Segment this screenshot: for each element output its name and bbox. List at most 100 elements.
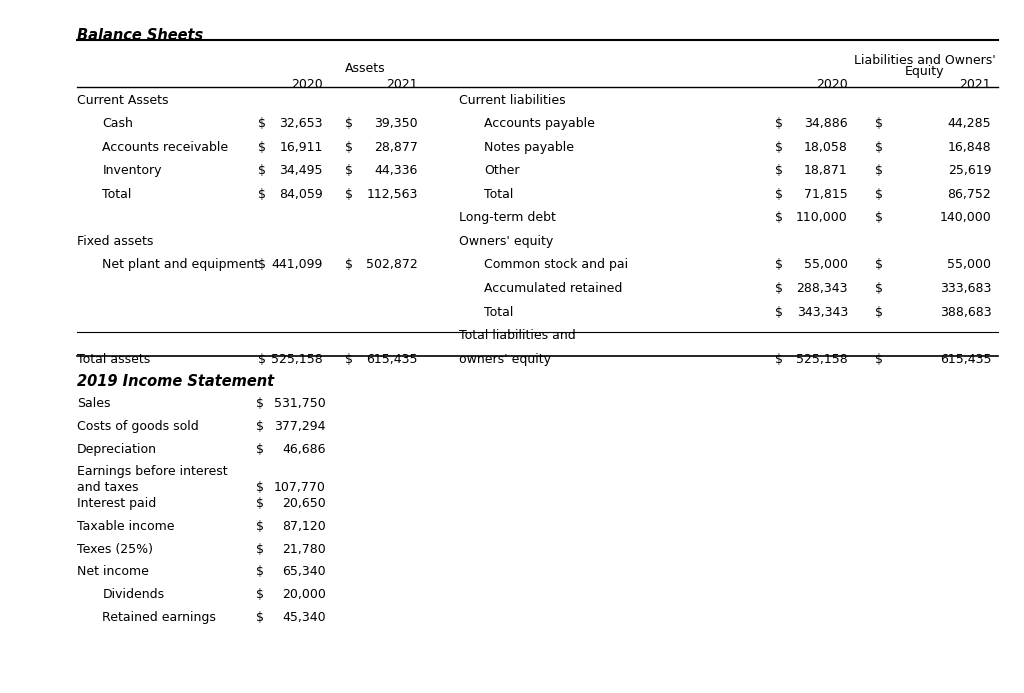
Text: $: $ xyxy=(345,353,353,366)
Text: $: $ xyxy=(775,211,783,225)
Text: Cash: Cash xyxy=(102,117,133,130)
Text: 34,495: 34,495 xyxy=(280,164,323,177)
Text: $: $ xyxy=(874,164,883,177)
Text: $: $ xyxy=(775,258,783,272)
Text: Total: Total xyxy=(102,188,132,201)
Text: $: $ xyxy=(258,141,266,154)
Text: Total assets: Total assets xyxy=(77,353,151,366)
Text: $: $ xyxy=(256,397,264,410)
Text: 45,340: 45,340 xyxy=(282,611,326,624)
Text: Accumulated retained: Accumulated retained xyxy=(484,282,623,295)
Text: 525,158: 525,158 xyxy=(270,353,323,366)
Text: 2020: 2020 xyxy=(291,78,323,91)
Text: 44,336: 44,336 xyxy=(375,164,418,177)
Text: Liabilities and Owners': Liabilities and Owners' xyxy=(854,54,995,67)
Text: 21,780: 21,780 xyxy=(282,543,326,556)
Text: $: $ xyxy=(874,188,883,201)
Text: $: $ xyxy=(256,565,264,579)
Text: $: $ xyxy=(775,306,783,319)
Text: Total liabilities and: Total liabilities and xyxy=(459,329,575,342)
Text: $: $ xyxy=(775,188,783,201)
Text: $: $ xyxy=(345,164,353,177)
Text: 86,752: 86,752 xyxy=(947,188,991,201)
Text: 44,285: 44,285 xyxy=(947,117,991,130)
Text: 39,350: 39,350 xyxy=(374,117,418,130)
Text: $: $ xyxy=(256,443,264,455)
Text: Equity: Equity xyxy=(905,65,944,78)
Text: Texes (25%): Texes (25%) xyxy=(77,543,153,556)
Text: $: $ xyxy=(874,117,883,130)
Text: $: $ xyxy=(775,353,783,366)
Text: 343,343: 343,343 xyxy=(797,306,848,319)
Text: 18,058: 18,058 xyxy=(804,141,848,154)
Text: 87,120: 87,120 xyxy=(282,520,326,533)
Text: Retained earnings: Retained earnings xyxy=(102,611,216,624)
Text: $: $ xyxy=(258,117,266,130)
Text: $: $ xyxy=(256,543,264,556)
Text: $: $ xyxy=(258,188,266,201)
Text: 18,871: 18,871 xyxy=(804,164,848,177)
Text: 16,911: 16,911 xyxy=(280,141,323,154)
Text: Current liabilities: Current liabilities xyxy=(459,94,565,107)
Text: $: $ xyxy=(345,258,353,272)
Text: Costs of goods sold: Costs of goods sold xyxy=(77,420,199,433)
Text: $: $ xyxy=(874,211,883,225)
Text: 107,770: 107,770 xyxy=(273,481,326,493)
Text: Assets: Assets xyxy=(345,62,385,76)
Text: 615,435: 615,435 xyxy=(367,353,418,366)
Text: 502,872: 502,872 xyxy=(366,258,418,272)
Text: 84,059: 84,059 xyxy=(279,188,323,201)
Text: 2019 Income Statement: 2019 Income Statement xyxy=(77,374,274,389)
Text: Earnings before interest: Earnings before interest xyxy=(77,466,227,478)
Text: Long-term debt: Long-term debt xyxy=(459,211,556,225)
Text: 388,683: 388,683 xyxy=(940,306,991,319)
Text: $: $ xyxy=(874,282,883,295)
Text: Notes payable: Notes payable xyxy=(484,141,574,154)
Text: 531,750: 531,750 xyxy=(273,397,326,410)
Text: Accounts receivable: Accounts receivable xyxy=(102,141,228,154)
Text: 2021: 2021 xyxy=(386,78,418,91)
Text: 2020: 2020 xyxy=(816,78,848,91)
Text: 140,000: 140,000 xyxy=(939,211,991,225)
Text: 2021: 2021 xyxy=(959,78,991,91)
Text: $: $ xyxy=(874,141,883,154)
Text: Accounts payable: Accounts payable xyxy=(484,117,595,130)
Text: Total: Total xyxy=(484,306,514,319)
Text: Sales: Sales xyxy=(77,397,111,410)
Text: $: $ xyxy=(874,306,883,319)
Text: Dividends: Dividends xyxy=(102,588,165,601)
Text: 16,848: 16,848 xyxy=(947,141,991,154)
Text: $: $ xyxy=(258,164,266,177)
Text: $: $ xyxy=(775,117,783,130)
Text: 71,815: 71,815 xyxy=(804,188,848,201)
Text: Net plant and equipment: Net plant and equipment xyxy=(102,258,259,272)
Text: Total: Total xyxy=(484,188,514,201)
Text: Common stock and pai: Common stock and pai xyxy=(484,258,629,272)
Text: 377,294: 377,294 xyxy=(274,420,326,433)
Text: Current Assets: Current Assets xyxy=(77,94,168,107)
Text: and taxes: and taxes xyxy=(77,481,138,493)
Text: $: $ xyxy=(345,141,353,154)
Text: $: $ xyxy=(258,353,266,366)
Text: $: $ xyxy=(256,611,264,624)
Text: Other: Other xyxy=(484,164,520,177)
Text: $: $ xyxy=(775,164,783,177)
Text: Balance Sheets: Balance Sheets xyxy=(77,28,203,43)
Text: 441,099: 441,099 xyxy=(271,258,323,272)
Text: Owners' equity: Owners' equity xyxy=(459,235,553,248)
Text: 288,343: 288,343 xyxy=(797,282,848,295)
Text: 25,619: 25,619 xyxy=(948,164,991,177)
Text: $: $ xyxy=(256,420,264,433)
Text: $: $ xyxy=(874,258,883,272)
Text: 333,683: 333,683 xyxy=(940,282,991,295)
Text: $: $ xyxy=(775,141,783,154)
Text: 34,886: 34,886 xyxy=(804,117,848,130)
Text: Depreciation: Depreciation xyxy=(77,443,157,455)
Text: $: $ xyxy=(345,188,353,201)
Text: $: $ xyxy=(256,481,264,493)
Text: 525,158: 525,158 xyxy=(796,353,848,366)
Text: owners' equity: owners' equity xyxy=(459,353,551,366)
Text: $: $ xyxy=(345,117,353,130)
Text: $: $ xyxy=(256,520,264,533)
Text: 110,000: 110,000 xyxy=(796,211,848,225)
